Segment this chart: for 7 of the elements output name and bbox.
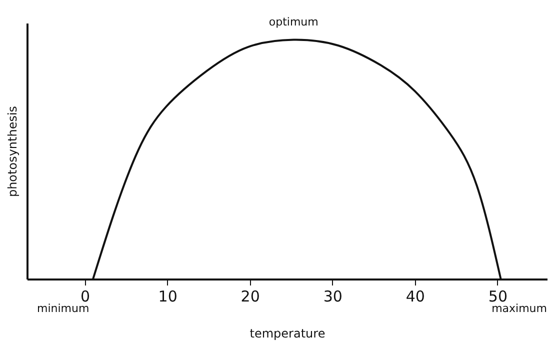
x-axis-title: temperature — [250, 326, 326, 340]
x-tick-label: 30 — [323, 288, 342, 306]
y-axis-title: photosynthesis — [6, 106, 20, 198]
annotation: optimum — [268, 16, 318, 29]
x-tick-label: 40 — [406, 288, 425, 306]
x-tick-label: 20 — [240, 288, 260, 306]
x-tick-label: 10 — [158, 288, 178, 306]
